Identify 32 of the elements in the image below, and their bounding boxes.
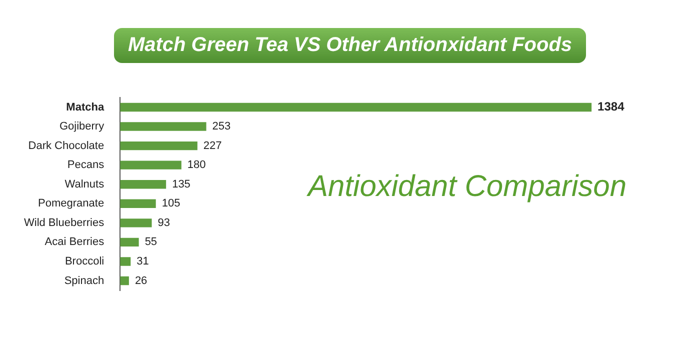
y-tick-label: Dark Chocolate [28,140,104,152]
bar [120,122,206,131]
bar [120,141,198,150]
data-label: 180 [187,159,206,172]
y-tick-label: Spinach [64,274,104,287]
data-label: 93 [158,216,170,229]
data-label: 55 [144,236,158,248]
bar [120,218,152,228]
bar [120,180,166,189]
y-tick-label: Acai Berries [44,236,105,248]
bar [120,160,182,170]
y-tick-label: Walnuts [64,178,105,190]
bar [120,199,156,208]
data-label: 227 [203,140,222,152]
bar [120,257,131,266]
data-label: 31 [136,256,149,268]
data-label: 26 [134,274,148,287]
y-tick-label: Broccoli [64,256,104,268]
bar [120,238,139,247]
data-label: 105 [162,198,180,210]
data-label: 1384 [598,100,625,114]
text: Antioxidant Comparison [308,170,627,204]
data-label: 135 [172,178,190,190]
chart-title: Match Green Tea VS Other Antionxidant Foods [114,28,586,63]
y-tick-label: Wild Blueberries [24,216,105,229]
data-label: 253 [212,120,231,133]
y-tick-label: Matcha [66,101,105,114]
bar [120,102,592,112]
y-tick-label: Pecans [67,159,105,172]
bar [120,276,129,286]
y-tick-label: Gojiberry [59,120,105,133]
y-tick-label: Pomegranate [38,198,104,210]
